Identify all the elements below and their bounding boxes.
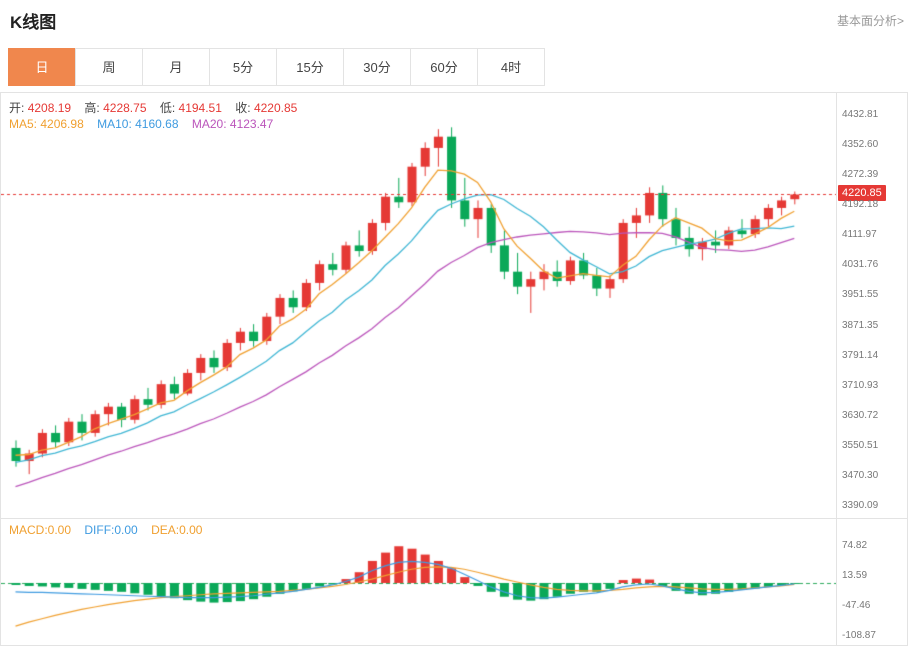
panel-separator [1,518,907,519]
tab-60min[interactable]: 60分 [410,48,478,86]
y-axis-label: 3630.72 [842,409,879,421]
ma10-value: 4160.68 [135,117,179,131]
tab-30min[interactable]: 30分 [343,48,411,86]
y-axis-label: 4111.97 [842,229,877,241]
y-axis-label: 3390.09 [842,500,879,511]
diff-label: DIFF: [84,523,115,537]
y-axis-label: 4432.81 [842,109,879,120]
low-value: 4194.51 [178,101,222,115]
tab-5min[interactable]: 5分 [209,48,277,86]
current-price-badge: 4220.85 [838,185,886,202]
low-label: 低: [159,101,176,115]
y-axis-label: 3710.93 [842,379,879,391]
y-axis-label: 3470.30 [842,469,879,481]
close-value: 4220.85 [253,101,298,115]
fundamental-analysis-link[interactable]: 基本面分析> [836,14,904,28]
candlestick-chart[interactable] [1,93,836,518]
ma5-label: MA5: [9,117,38,131]
tab-week[interactable]: 周 [75,48,143,86]
high-value: 4228.75 [103,101,147,115]
y-axis-label: 3791.14 [842,349,879,361]
y-axis-label: 4192.18 [842,199,879,211]
macd-info: MACD:0.00 DIFF:0.00 DEA:0.00 [9,523,212,537]
tab-15min[interactable]: 15分 [276,48,344,86]
dea-value: 0.00 [179,523,203,537]
tab-day[interactable]: 日 [8,48,76,86]
open-value: 4208.19 [27,101,72,115]
ma20-value: 4123.47 [229,117,274,131]
y-axis-label: 4031.76 [842,259,879,271]
macd-label: MACD: [9,523,48,537]
ma5-value: 4206.98 [40,117,84,131]
y-axis-label: 4272.39 [842,169,879,181]
close-label: 收: [235,101,251,115]
chart-container: 开: 4208.19 高: 4228.75 低: 4194.51 收: 4220… [0,92,908,646]
dea-label: DEA: [151,523,180,537]
ma10-label: MA10: [97,117,132,131]
ma20-label: MA20: [191,117,227,131]
period-tabs: 日 周 月 5分 15分 30分 60分 4时 [8,48,545,86]
y-axis-label: 3951.55 [842,289,879,301]
high-label: 高: [84,101,100,115]
macd-axis-label: -108.87 [842,630,876,642]
y-axis-label: 3871.35 [842,319,879,331]
y-axis-label: 3550.51 [842,439,879,451]
page-title: K线图 [10,13,57,32]
macd-axis-label: -47.46 [842,600,871,612]
macd-chart[interactable] [1,519,836,646]
y-axis-label: 4352.60 [842,139,879,151]
ma-info: MA5: 4206.98 MA10: 4160.68 MA20: 4123.47 [9,117,283,131]
macd-axis-label: 13.59 [842,570,868,582]
tab-month[interactable]: 月 [142,48,210,86]
macd-value: 0.00 [47,523,72,537]
macd-axis-label: 74.82 [842,540,868,552]
diff-value: 0.00 [114,523,138,537]
price-axis: 4220.85 4432.81 4352.60 4272.39 4192.18 4111… [836,93,907,645]
ohlc-info: 开: 4208.19 高: 4228.75 低: 4194.51 收: 4220… [9,99,307,116]
open-label: 开: [9,101,25,115]
tab-4h[interactable]: 4时 [477,48,545,86]
